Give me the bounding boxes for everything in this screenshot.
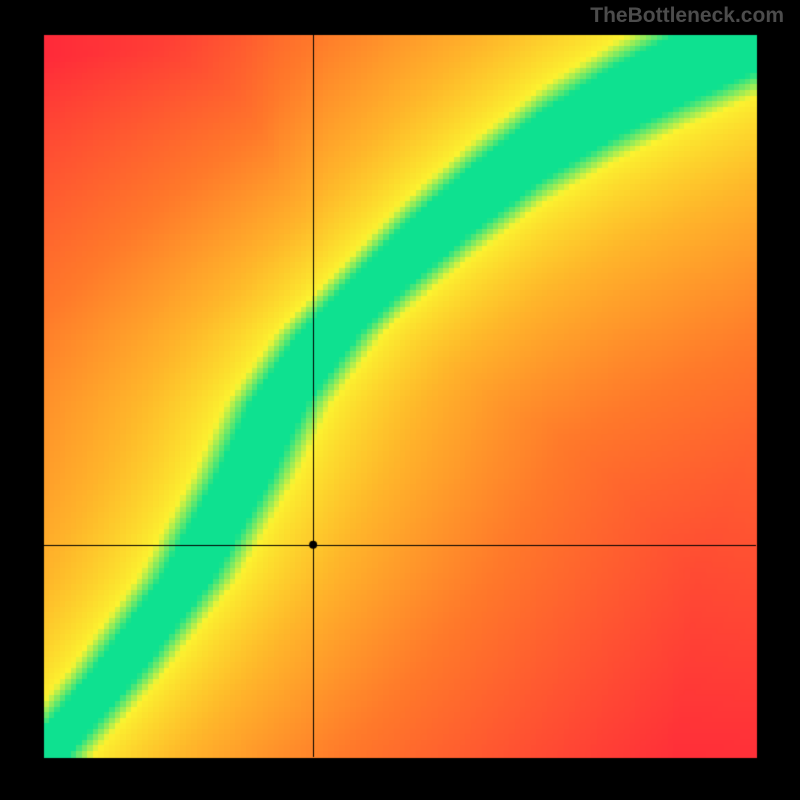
chart-root: TheBottleneck.com [0,0,800,800]
heatmap-canvas [0,0,800,800]
watermark-label: TheBottleneck.com [590,4,784,28]
